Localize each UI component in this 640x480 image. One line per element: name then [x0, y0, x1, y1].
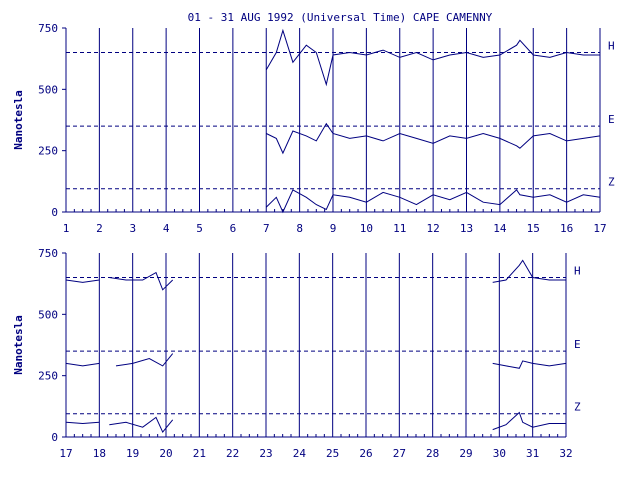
x-tick-label: 1 — [63, 222, 70, 235]
x-tick-label: 15 — [527, 222, 540, 235]
x-tick-label: 7 — [263, 222, 270, 235]
x-tick-label: 4 — [163, 222, 170, 235]
y-tick-label: 0 — [51, 206, 58, 219]
panel-top: 1 2 3 4 5 6 7 8 9 10 11 12 13 14 15 16 170250500750Nanot… — [12, 22, 615, 235]
series-label-z: Z — [608, 176, 615, 189]
x-tick-label: 12 — [427, 222, 440, 235]
x-tick-label: 2 — [96, 222, 103, 235]
x-tick-label: 30 — [493, 447, 506, 460]
series-h-trace — [492, 259, 566, 283]
y-tick-label: 500 — [38, 308, 58, 321]
x-tick-label: 17 — [593, 222, 606, 235]
series-label-e: E — [608, 113, 615, 126]
series-h-trace — [65, 279, 100, 283]
x-tick-label: 17 — [59, 447, 72, 460]
y-tick-label: 250 — [38, 145, 58, 158]
y-tick-label: 750 — [38, 247, 58, 260]
series-label-h: H — [608, 40, 615, 53]
series-e-trace — [266, 122, 601, 155]
series-label-e: E — [574, 338, 581, 351]
x-tick-label: 32 — [559, 447, 572, 460]
x-tick-label: 8 — [296, 222, 303, 235]
x-tick-label: 18 — [93, 447, 106, 460]
x-tick-label: 19 — [126, 447, 139, 460]
series-e-trace — [115, 353, 174, 367]
x-tick-label: 10 — [360, 222, 373, 235]
y-tick-label: 500 — [38, 83, 58, 96]
series-z-trace — [492, 411, 566, 431]
x-tick-label: 28 — [426, 447, 439, 460]
x-tick-label: 6 — [230, 222, 237, 235]
y-tick-label: 750 — [38, 22, 58, 35]
series-z-trace — [65, 421, 100, 425]
x-tick-label: 22 — [226, 447, 239, 460]
series-h-trace — [265, 28, 600, 87]
x-tick-label: 21 — [193, 447, 206, 460]
x-tick-label: 13 — [460, 222, 473, 235]
series-h-trace — [109, 271, 174, 291]
series-z-trace — [109, 416, 174, 434]
panel-bottom: 17 18 19 20 21 22 23 24 25 26 27 28 29 30 31 32 0 250 500 7… — [12, 247, 581, 460]
x-tick-label: 11 — [393, 222, 406, 235]
chart-title: 01 - 31 AUG 1992 (Universal Time) CAPE C… — [188, 11, 493, 24]
x-tick-label: 14 — [493, 222, 507, 235]
x-tick-label: 29 — [459, 447, 472, 460]
x-tick-label: 16 — [560, 222, 573, 235]
x-tick-label: 24 — [293, 447, 307, 460]
y-axis-label: Nanotesla — [12, 315, 25, 375]
x-tick-label: 25 — [326, 447, 339, 460]
y-tick-label: 250 — [38, 370, 58, 383]
y-tick-label: 0 — [51, 431, 58, 444]
series-label-h: H — [574, 265, 581, 278]
x-tick-label: 9 — [330, 222, 337, 235]
x-tick-label: 5 — [196, 222, 203, 235]
x-tick-label: 20 — [159, 447, 172, 460]
x-tick-label: 26 — [359, 447, 372, 460]
x-tick-label: 31 — [526, 447, 539, 460]
x-tick-label: 27 — [393, 447, 406, 460]
y-axis-label: Nanotesla — [12, 90, 25, 150]
x-tick-label: 3 — [129, 222, 136, 235]
series-label-z: Z — [574, 401, 581, 414]
series-z-trace — [265, 189, 601, 214]
series-e-trace — [492, 360, 567, 369]
series-e-trace — [65, 362, 100, 367]
x-tick-label: 23 — [259, 447, 272, 460]
